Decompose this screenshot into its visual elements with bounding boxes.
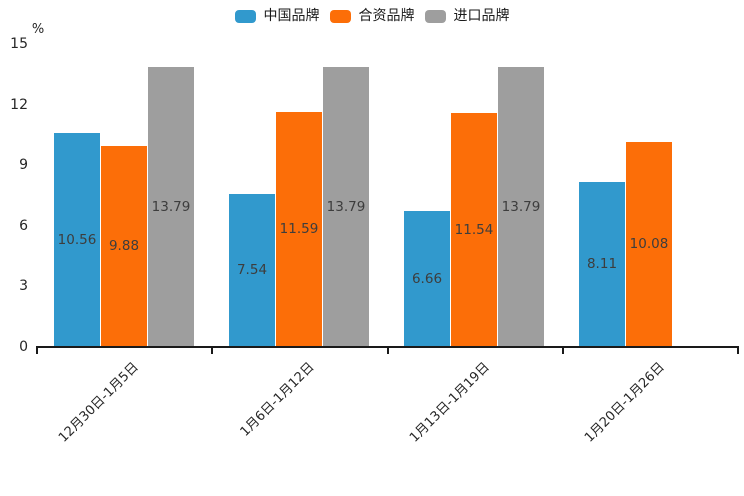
bar-进口品牌-1月6日-1月12日: 13.79: [323, 67, 369, 346]
x-axis-tick-mark: [561, 346, 564, 354]
x-axis-tick-mark: [386, 346, 389, 354]
y-axis-tick-label: 3: [19, 278, 28, 295]
x-axis-category-label: 1月13日-1月19日: [406, 359, 493, 446]
chart-legend: 中国品牌 合资品牌 进口品牌: [0, 9, 744, 24]
bar-value-label: 13.79: [151, 198, 191, 215]
bar-中国品牌-1月13日-1月19日: 6.66: [404, 211, 450, 346]
bar-合资品牌-1月20日-1月26日: 10.08: [626, 142, 672, 346]
legend-label: 进口品牌: [453, 8, 510, 24]
x-axis-category-label: 1月6日-1月12日: [237, 359, 318, 440]
x-axis-tick-mark: [211, 346, 214, 354]
bar-进口品牌-1月13日-1月19日: 13.79: [498, 67, 544, 346]
legend-swatch-icon: [424, 10, 446, 23]
bar-value-label: 11.59: [279, 221, 319, 237]
bar-value-label: 8.11: [586, 256, 618, 272]
legend-label: 合资品牌: [358, 8, 415, 24]
bar-中国品牌-1月6日-1月12日: 7.54: [229, 194, 275, 346]
legend-item-进口品牌: 进口品牌: [424, 8, 510, 24]
bar-中国品牌-1月20日-1月26日: 8.11: [579, 182, 625, 346]
x-axis-category-label: 1月20日-1月26日: [582, 359, 668, 446]
y-axis-tick-label: 15: [10, 36, 28, 52]
legend-item-合资品牌: 合资品牌: [329, 8, 415, 24]
bar-合资品牌-12月30日-1月5日: 9.88: [101, 146, 147, 346]
bar-进口品牌-12月30日-1月5日: 13.79: [148, 67, 194, 346]
bar-value-label: 13.79: [501, 198, 541, 215]
y-axis-unit-label: %: [31, 22, 45, 37]
x-axis-tick-mark: [36, 346, 38, 354]
bar-value-label: 10.56: [57, 231, 97, 248]
x-axis-category-label: 12月30日-1月5日: [56, 359, 143, 446]
bar-value-label: 10.08: [629, 236, 669, 252]
legend-swatch-icon: [329, 10, 351, 23]
y-axis-tick-label: 12: [10, 96, 28, 113]
bar-合资品牌-1月6日-1月12日: 11.59: [276, 112, 322, 346]
x-axis-tick-mark: [737, 346, 739, 354]
bar-合资品牌-1月13日-1月19日: 11.54: [451, 113, 497, 346]
y-axis-tick-label: 6: [19, 217, 28, 234]
legend-item-中国品牌: 中国品牌: [234, 8, 320, 24]
bar-中国品牌-12月30日-1月5日: 10.56: [54, 133, 100, 346]
legend-swatch-icon: [234, 10, 256, 23]
y-axis-tick-label: 9: [19, 157, 28, 174]
bar-value-label: 7.54: [236, 262, 268, 278]
bar-value-label: 9.88: [108, 238, 140, 254]
bar-value-label: 13.79: [326, 198, 366, 215]
bar-value-label: 6.66: [411, 270, 443, 287]
bar-value-label: 11.54: [454, 221, 494, 238]
legend-label: 中国品牌: [263, 8, 320, 24]
y-axis-tick-label: 0: [19, 339, 28, 355]
